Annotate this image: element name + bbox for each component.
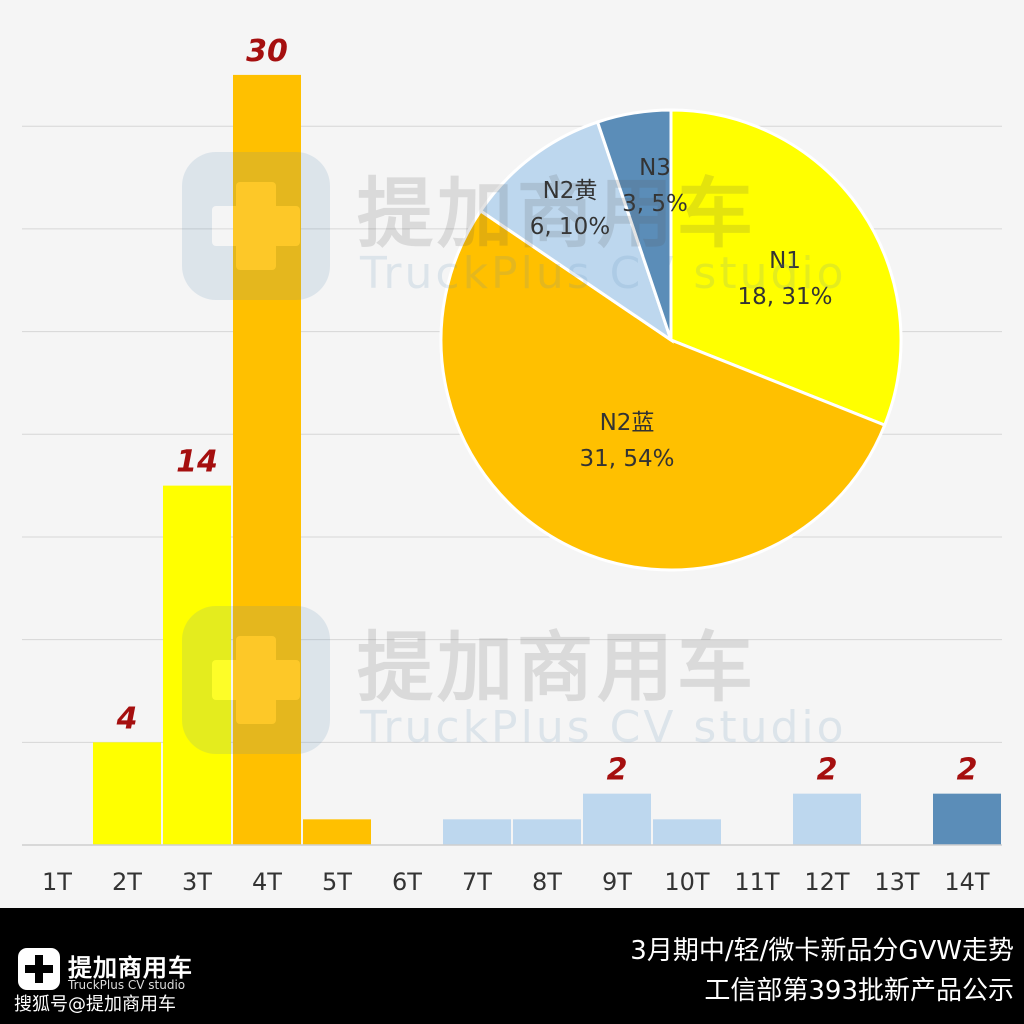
pie-label-name: N2黄 (543, 178, 598, 204)
footer-title: 3月期中/轻/微卡新品分GVW走势 (630, 936, 1014, 966)
pie-slice-N1 (669, 108, 903, 428)
bar-12T (793, 793, 861, 845)
bar-data-label: 30 (246, 34, 288, 69)
pie-label-value: 6, 10% (530, 214, 610, 240)
bar-3T (163, 485, 231, 845)
x-tick-label: 11T (734, 868, 780, 896)
bar-14T (933, 793, 1001, 845)
brand-logo-icon (18, 948, 60, 990)
brand-name-cn: 提加商用车 (68, 954, 193, 982)
bar-data-label: 2 (957, 753, 978, 788)
pie-label-value: 18, 31% (737, 284, 832, 310)
x-tick-label: 10T (664, 868, 710, 896)
x-tick-label: 9T (602, 868, 632, 896)
x-tick-label: 12T (804, 868, 850, 896)
x-tick-label: 13T (874, 868, 920, 896)
sohu-tag: 搜狐号@提加商用车 (14, 994, 176, 1015)
bar-8T (513, 819, 581, 845)
x-tick-label: 14T (944, 868, 990, 896)
x-tick-label: 6T (392, 868, 422, 896)
bar-10T (653, 819, 721, 845)
footer-subtitle: 工信部第393批新产品公示 (704, 976, 1014, 1006)
bar-5T (303, 819, 371, 845)
bar-data-label: 14 (176, 445, 218, 480)
x-tick-label: 8T (532, 868, 562, 896)
pie-label-name: N2蓝 (600, 410, 655, 436)
pie-label-name: N1 (769, 248, 801, 274)
pie-slice-N2黄 (478, 120, 674, 344)
x-tick-label: 4T (252, 868, 282, 896)
pie-label-value: 3, 5% (622, 191, 688, 217)
x-tick-label: 1T (42, 868, 72, 896)
footer-bar: 提加商用车 TruckPlus CV studio 搜狐号@提加商用车 3月期中… (0, 908, 1024, 1024)
bar-data-label: 2 (607, 753, 628, 788)
x-tick-label: 5T (322, 868, 352, 896)
bar-4T (233, 74, 301, 845)
pie-slice-N2蓝 (439, 208, 887, 572)
gvw-chart: 1T 2T 3T 4T 5T 6T 7T 8T 9T 10T 11T 12T 13T 14T 4 14 30 2 2… (22, 34, 1002, 896)
pie-label-name: N3 (639, 155, 671, 181)
bar-data-label: 2 (817, 753, 838, 788)
chart-area: 1T 2T 3T 4T 5T 6T 7T 8T 9T 10T 11T 12T 13T 14T 4 14 30 2 2… (22, 33, 1002, 896)
x-tick-label: 3T (182, 868, 212, 896)
bar-7T (443, 819, 511, 845)
bar-2T (93, 742, 161, 845)
brand-name-en: TruckPlus CV studio (68, 978, 186, 992)
x-tick-label: 2T (112, 868, 142, 896)
pie-label-value: 31, 54% (579, 446, 674, 472)
pie-slice-N3 (595, 108, 673, 341)
x-tick-label: 7T (462, 868, 492, 896)
bar-data-label: 4 (116, 701, 138, 736)
bar-9T (583, 793, 651, 845)
